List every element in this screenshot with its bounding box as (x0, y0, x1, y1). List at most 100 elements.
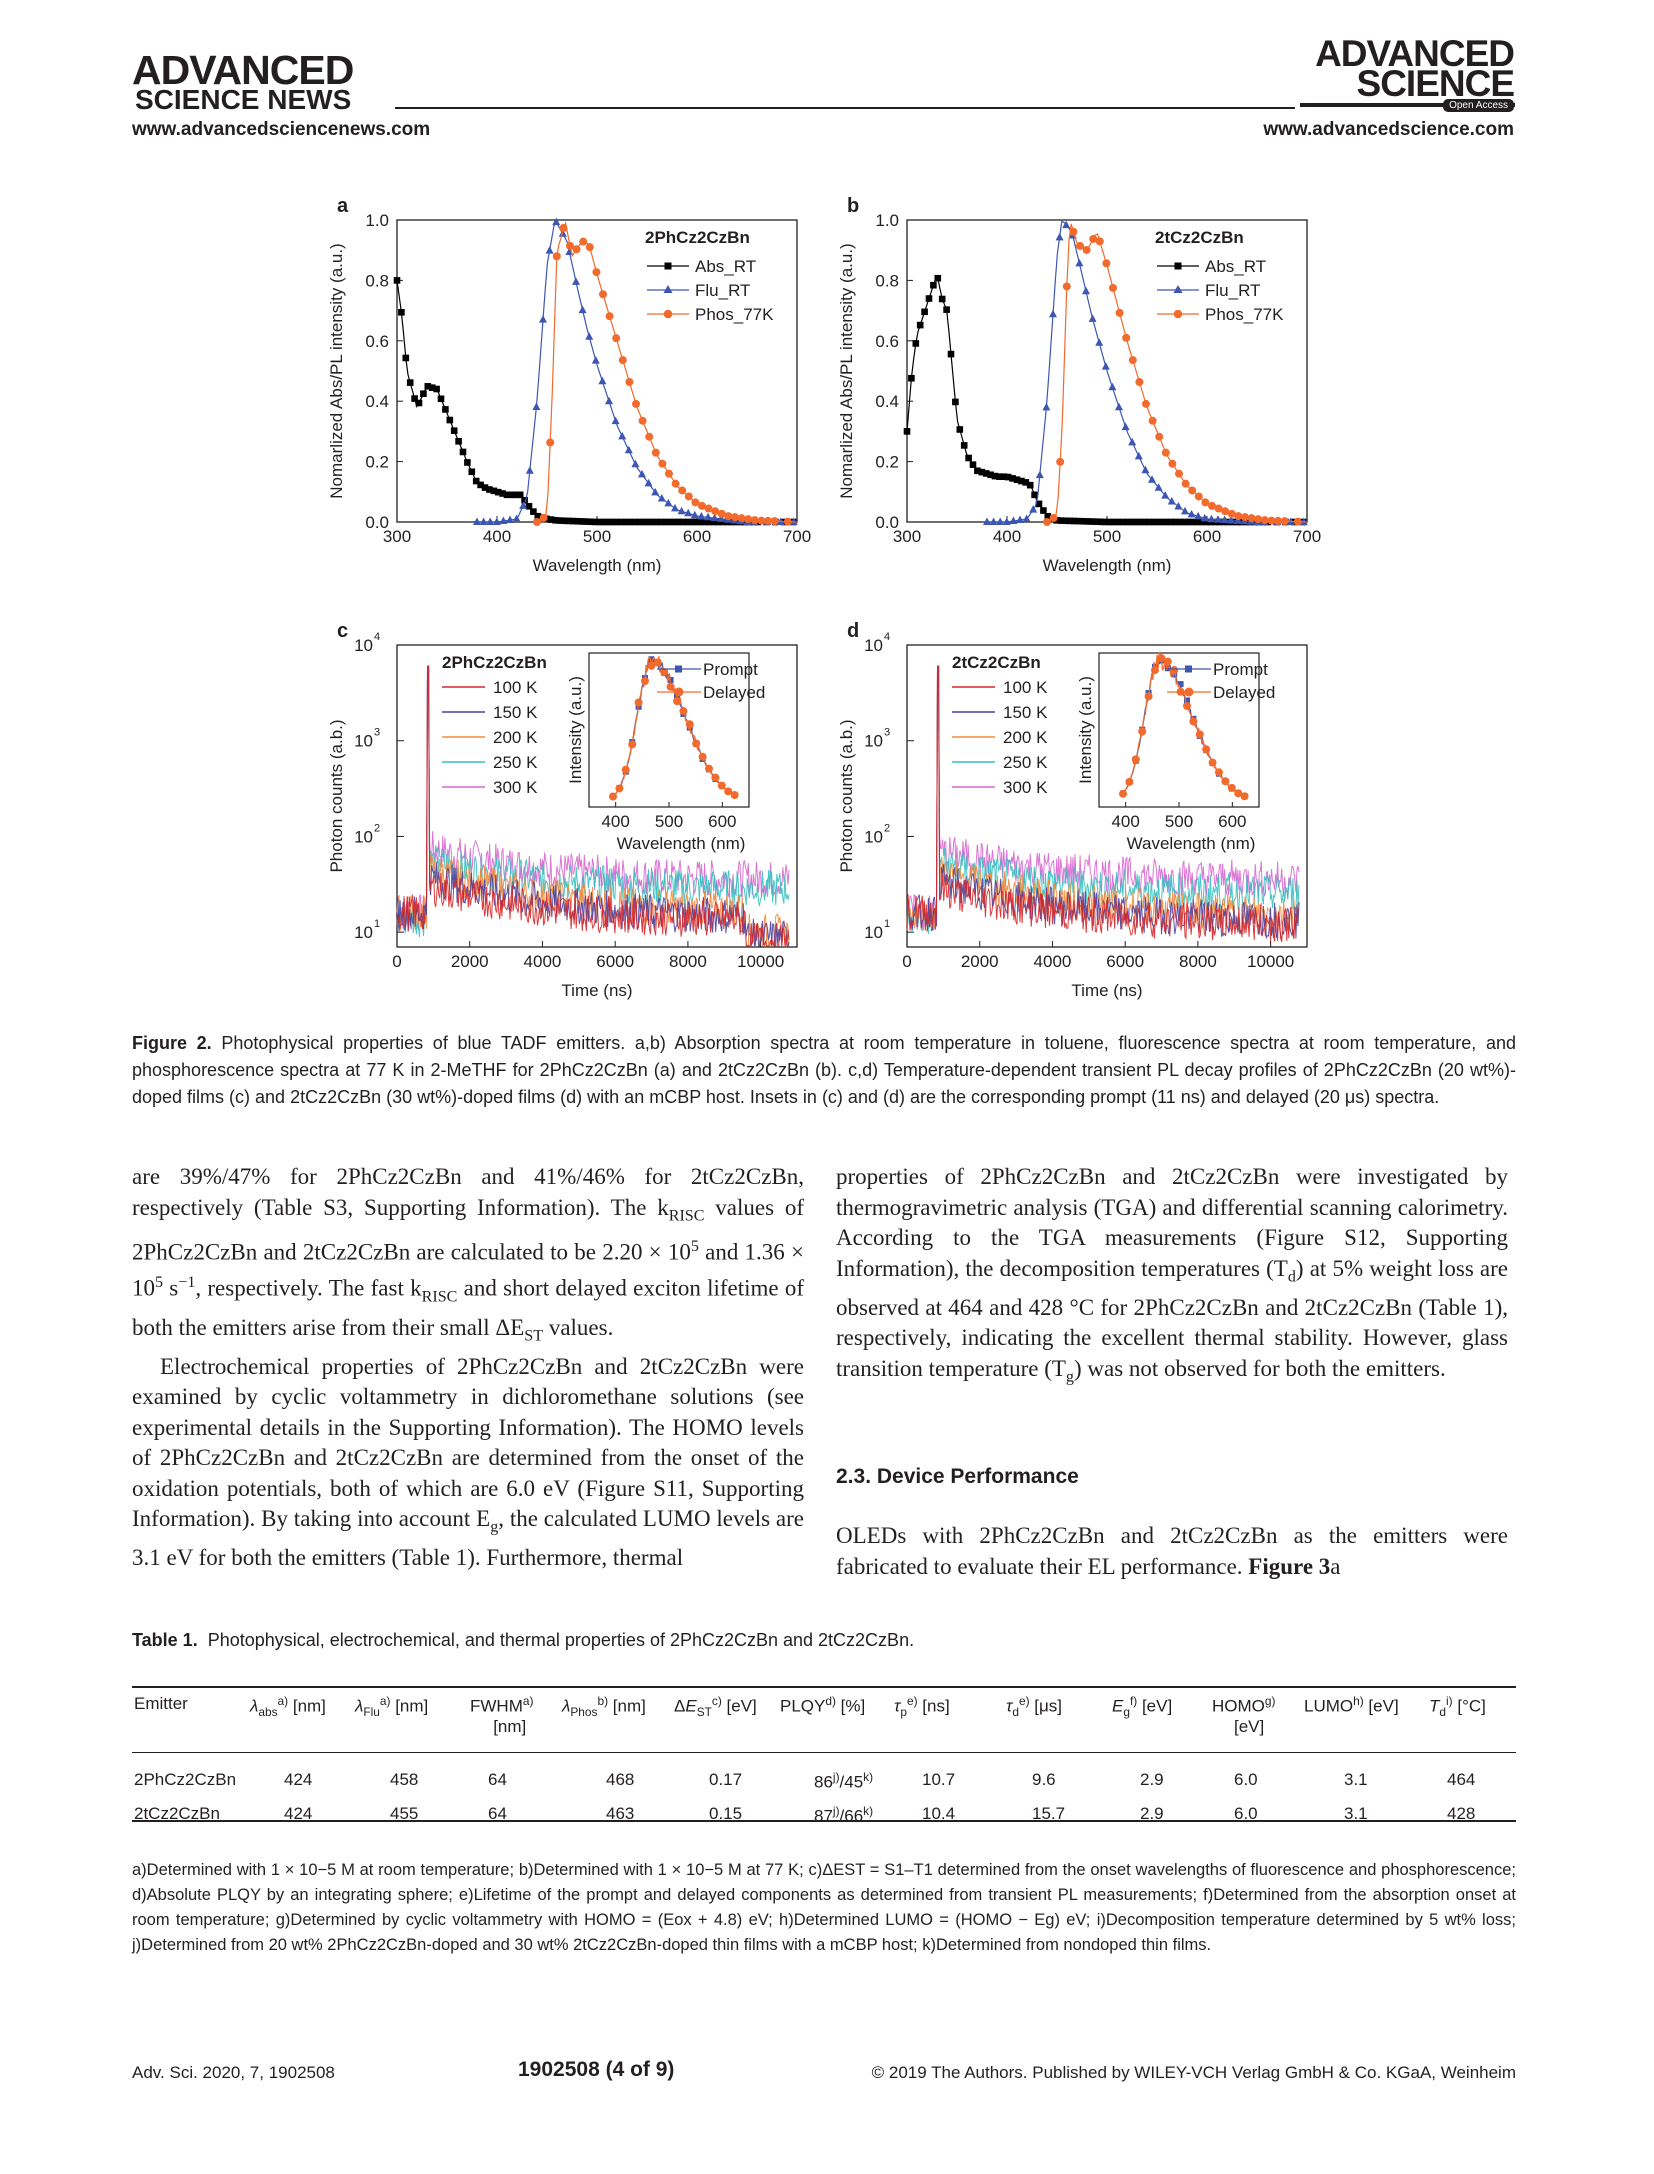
table-title-text: Photophysical, electrochemical, and ther… (207, 1630, 915, 1650)
data-point (1163, 518, 1170, 526)
x-tick-label: 4000 (1034, 952, 1072, 971)
data-point (499, 490, 506, 497)
inset-point (705, 764, 713, 773)
legend-label: 250 K (493, 753, 538, 772)
data-point (698, 501, 706, 510)
data-point (1207, 514, 1216, 523)
data-point (599, 290, 607, 299)
data-point (1026, 481, 1034, 489)
x-tick-label: 600 (683, 527, 711, 546)
data-point (1201, 498, 1210, 507)
data-point (934, 274, 942, 282)
data-point (1167, 518, 1175, 526)
decay-trace (906, 665, 1300, 943)
data-point (618, 356, 627, 365)
data-point (626, 518, 634, 526)
data-point (428, 384, 436, 391)
data-point (1115, 308, 1124, 317)
data-point (1158, 518, 1166, 526)
data-point (578, 518, 586, 525)
data-point (719, 518, 726, 526)
inset-legend-label: Prompt (1213, 660, 1268, 679)
data-point (565, 517, 572, 525)
data-point (1049, 514, 1058, 523)
data-point (1114, 518, 1122, 526)
inset-point (1189, 717, 1198, 726)
data-point (1000, 473, 1008, 480)
data-point (956, 426, 964, 433)
data-point (479, 517, 488, 525)
data-point (1175, 469, 1183, 478)
data-point (770, 517, 779, 526)
data-point (1141, 465, 1150, 474)
data-point (398, 308, 405, 316)
table-cell: 9.6 (1032, 1770, 1056, 1789)
decay-trace (396, 665, 790, 947)
y-tick-exponent: 1 (884, 918, 890, 930)
table-cell: 2.9 (1140, 1804, 1164, 1823)
table-cell: 86j)/45k) (814, 1770, 874, 1792)
inset-point (698, 752, 707, 761)
header-right-url[interactable]: www.advancedscience.com (1263, 119, 1514, 140)
table-cell: 3.1 (1344, 1770, 1368, 1789)
table-cell: 87j)/66k) (814, 1804, 874, 1826)
legend-label: Flu_RT (1205, 281, 1260, 300)
legend-title: 2tCz2CzBn (952, 653, 1041, 672)
legend-label: 200 K (493, 728, 538, 747)
legend-label: Phos_77K (695, 305, 774, 324)
y-tick-label: 10 (354, 827, 373, 846)
x-tick-label: 700 (783, 527, 811, 546)
data-point (472, 477, 480, 485)
y-tick-label: 10 (354, 923, 373, 942)
data-point (1123, 518, 1131, 526)
data-point (1241, 513, 1249, 522)
inset-point (1157, 654, 1166, 663)
panel-letter: d (847, 620, 859, 642)
y-tick-label: 10 (864, 636, 883, 655)
data-point (1176, 518, 1184, 526)
inset-point (1183, 701, 1191, 710)
paragraph: Electrochemical properties of 2PhCz2CzBn… (132, 1353, 804, 1571)
paragraph: properties of 2PhCz2CzBn and 2tCz2CzBn w… (836, 1164, 1509, 1386)
data-point (587, 518, 594, 526)
data-point (947, 350, 955, 358)
header-left-url[interactable]: www.advancedsciencenews.com (132, 119, 431, 140)
plot-frame (396, 644, 798, 948)
panel-letter: c (337, 620, 348, 642)
data-point (651, 487, 660, 496)
data-point (411, 395, 418, 402)
table-label: Table 1. (132, 1630, 198, 1650)
data-point (1115, 402, 1123, 411)
y-tick-label: 0.6 (365, 332, 389, 351)
data-point (1148, 416, 1157, 425)
data-point (625, 377, 634, 386)
legend-marker (1173, 285, 1183, 293)
figure-caption: Figure 2. Photophysical properties of bl… (132, 1030, 1516, 1111)
footer-page-number: 1902508 (4 of 9) (518, 2058, 675, 2081)
x-tick-label: 300 (893, 527, 921, 546)
data-point (1299, 517, 1308, 525)
inset-point (717, 781, 726, 790)
data-point (624, 445, 633, 454)
data-point (644, 478, 653, 487)
data-point (783, 517, 792, 526)
data-point (1043, 518, 1051, 526)
table-cell: 10.7 (922, 1770, 956, 1789)
y-tick-exponent: 1 (374, 918, 380, 930)
table-top-rule (132, 1686, 1516, 1688)
data-point (1121, 422, 1130, 431)
data-point (658, 459, 667, 468)
x-tick-label: 6000 (596, 952, 634, 971)
data-point (578, 305, 587, 314)
data-point (1180, 518, 1188, 526)
y-axis-label: Photon counts (a.b.) (327, 719, 346, 872)
data-point (697, 511, 706, 520)
data-point (477, 481, 484, 489)
data-point (1208, 501, 1216, 510)
data-point (983, 517, 991, 525)
y-tick-label: 10 (354, 732, 373, 751)
inset-point (1164, 665, 1171, 672)
data-point (618, 518, 625, 526)
data-point (943, 306, 950, 313)
data-point (1280, 517, 1289, 526)
